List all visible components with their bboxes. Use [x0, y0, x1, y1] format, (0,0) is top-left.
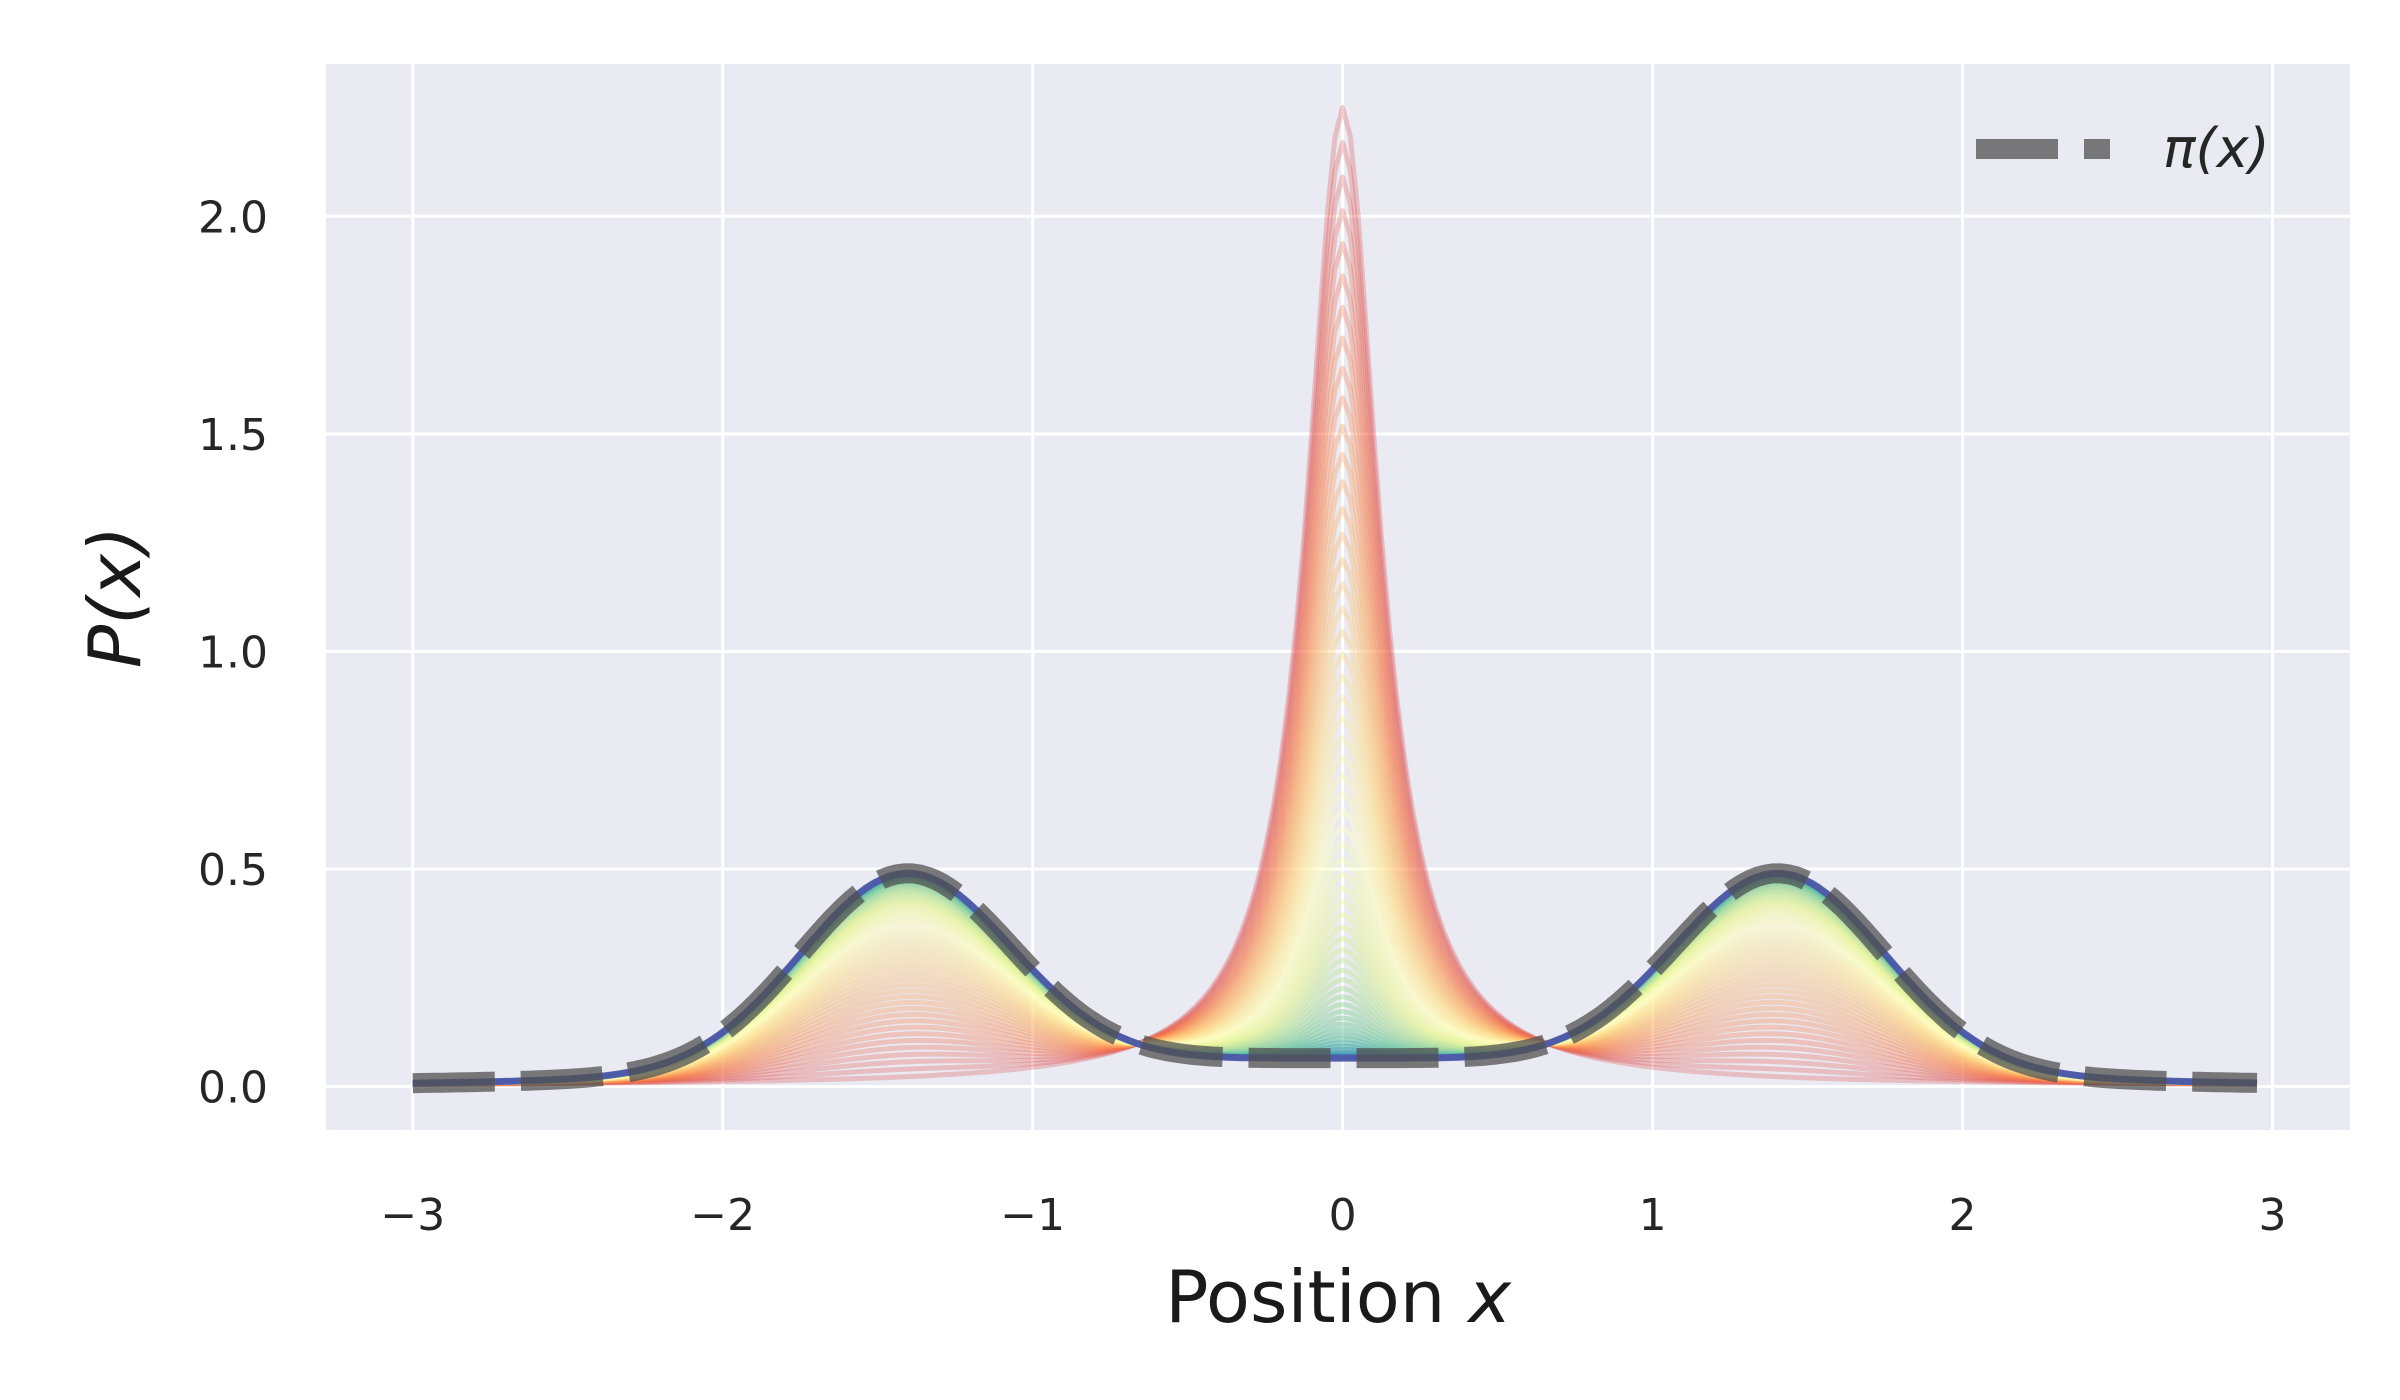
- x-tick-label: 1: [1639, 1190, 1667, 1241]
- legend: π(x): [1976, 117, 2270, 180]
- density-curve: [412, 651, 2258, 1087]
- density-curve: [412, 505, 2258, 1087]
- density-curve: [412, 479, 2258, 1087]
- target-curve: [410, 863, 2260, 1094]
- y-tick-label: 0.0: [198, 1062, 268, 1113]
- density-curve: [412, 754, 2258, 1086]
- x-tick-label: 3: [2259, 1190, 2287, 1241]
- density-curve: [412, 335, 2257, 1087]
- density-curve: [412, 772, 2258, 1086]
- density-curve: [412, 628, 2258, 1087]
- density-curve: [412, 105, 2257, 1087]
- x-tick-label: 0: [1329, 1190, 1357, 1241]
- y-tick-label: 0.5: [198, 845, 268, 896]
- density-curve: [412, 208, 2257, 1087]
- x-tick-label: 2: [1949, 1190, 1977, 1241]
- x-tick-label: −2: [690, 1190, 755, 1241]
- x-ticks: −3 −2 −1 0 1 2 3: [380, 1190, 2286, 1241]
- y-tick-label: 2.0: [198, 192, 268, 243]
- density-curve: [412, 273, 2257, 1087]
- x-tick-label: −3: [380, 1190, 445, 1241]
- target-pi-curve: [410, 863, 2260, 1094]
- legend-label: π(x): [2163, 117, 2270, 180]
- density-curve: [412, 824, 2258, 1086]
- x-axis-label: Position x: [1165, 1255, 1512, 1339]
- plot-area: [326, 64, 2350, 1130]
- density-curve: [412, 694, 2258, 1087]
- density-curve: [412, 735, 2258, 1087]
- x-axis-label-word: Position: [1165, 1255, 1468, 1339]
- density-curve: [412, 395, 2257, 1087]
- density-curve: [412, 715, 2258, 1087]
- density-curve: [412, 790, 2258, 1086]
- density-curve: [412, 581, 2258, 1087]
- x-tick-label: −1: [1000, 1190, 1065, 1241]
- density-curve: [412, 808, 2258, 1086]
- y-axis-label: P(x): [73, 526, 157, 668]
- density-curve: [412, 531, 2257, 1087]
- density-curve: [412, 673, 2257, 1087]
- density-curve: [412, 451, 2258, 1087]
- density-curve: [412, 557, 2258, 1087]
- density-curve: [412, 174, 2257, 1087]
- x-axis-label-var: x: [1466, 1255, 1512, 1339]
- density-curve: [412, 423, 2258, 1087]
- density-curve: [412, 304, 2258, 1087]
- grid: [326, 64, 2350, 1130]
- density-curve: [412, 241, 2258, 1087]
- y-tick-label: 1.5: [198, 410, 268, 461]
- y-ticks: 0.0 0.5 1.0 1.5 2.0: [198, 192, 268, 1113]
- density-curve: [412, 840, 2258, 1086]
- density-curve: [412, 365, 2258, 1087]
- y-tick-label: 1.0: [198, 627, 268, 678]
- density-curve: [412, 605, 2257, 1087]
- density-curve: [412, 140, 2257, 1087]
